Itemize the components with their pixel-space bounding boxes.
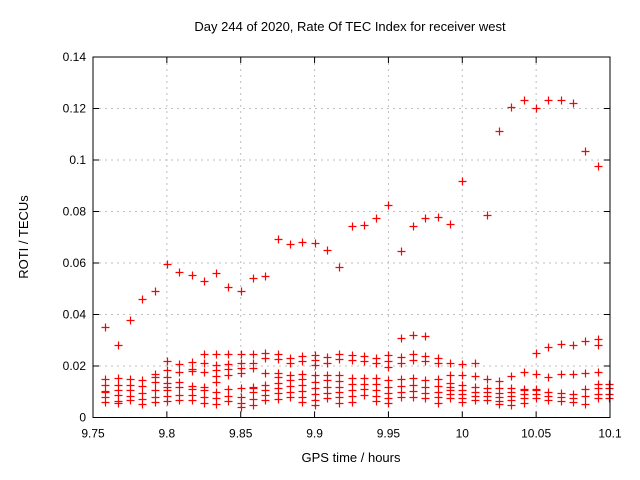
y-axis-label: ROTI / TECUs [16,195,31,279]
x-tick-label: 9.9 [306,427,323,441]
plot-border [92,56,611,418]
grid-lines [93,57,610,418]
y-tick-label: 0.12 [63,102,87,116]
x-tick-label: 9.95 [377,427,401,441]
scatter-plus-markers [101,96,614,412]
y-tick-label: 0.06 [63,256,87,270]
x-tick-label: 10.05 [521,427,551,441]
x-tick-label: 10 [456,427,470,441]
y-tick-label: 0 [79,411,86,425]
data-points [101,96,614,412]
x-axis-label: GPS time / hours [302,450,401,465]
x-tick-label: 9.75 [81,427,105,441]
chart-title: Day 244 of 2020, Rate Of TEC Index for r… [194,19,506,34]
y-tick-label: 0.14 [63,50,87,64]
x-tick-label: 10.1 [598,427,622,441]
y-tick-label: 0.1 [69,153,86,167]
y-tick-label: 0.04 [63,308,87,322]
x-tick-label: 9.8 [159,427,176,441]
plot-frame-and-ticks [92,56,611,418]
y-tick-labels: 0 0.02 0.04 0.06 0.08 0.1 0.12 0.14 [63,50,87,425]
x-tick-labels: 9.75 9.8 9.85 9.9 9.95 10 10.05 10.1 [81,427,622,441]
x-tick-label: 9.85 [229,427,253,441]
y-tick-label: 0.08 [63,205,87,219]
y-tick-label: 0.02 [63,359,87,373]
